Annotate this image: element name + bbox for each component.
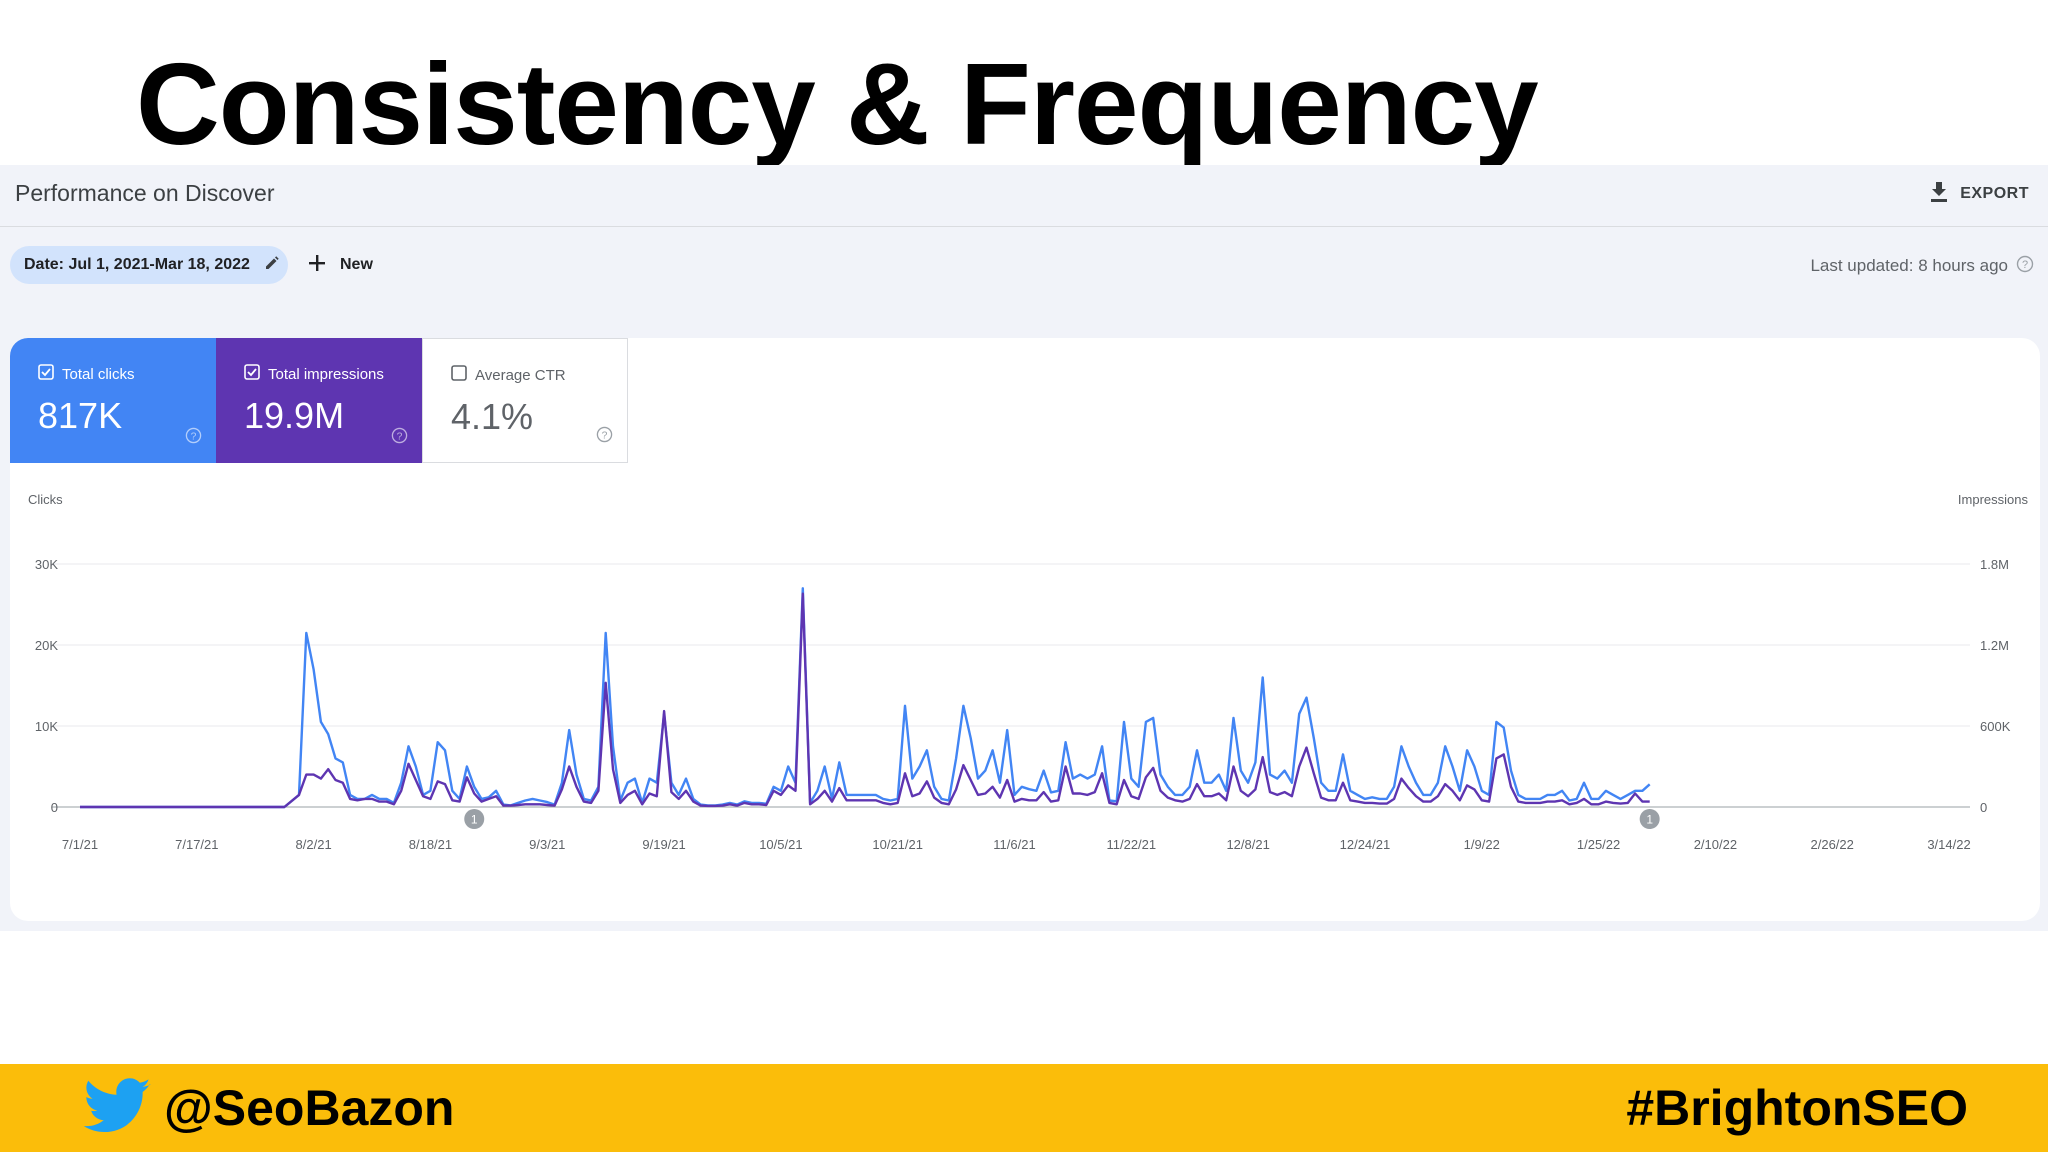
last-updated-text: Last updated: 8 hours ago: [1810, 256, 2008, 275]
x-tick-label: 12/8/21: [1226, 837, 1269, 852]
annotation-label: 1: [471, 813, 478, 827]
metric-label: Average CTR: [475, 367, 566, 384]
x-tick-label: 9/19/21: [642, 837, 685, 852]
annotation-marker: [1639, 809, 1660, 829]
x-tick-label: 11/6/21: [993, 837, 1035, 852]
clicks-series-line: [80, 587, 1651, 809]
x-tick-label: 1/25/22: [1577, 837, 1620, 852]
metric-value: 4.1%: [451, 396, 534, 437]
x-tick-label: 10/21/21: [872, 837, 923, 852]
event-hashtag: #BrightonSEO: [1626, 1080, 1968, 1136]
y-axis-title-left: Clicks: [28, 492, 63, 507]
twitter-bird-icon: [83, 1077, 152, 1139]
metric-value: 817K: [38, 395, 123, 436]
metric-total-clicks[interactable]: Total clicks 817K ?: [10, 338, 216, 463]
y-tick-left: 20K: [35, 638, 58, 653]
plus-icon: [308, 254, 326, 277]
export-button[interactable]: EXPORT: [1930, 177, 2029, 211]
y-tick-left: 0: [51, 800, 58, 815]
x-tick-label: 10/5/21: [759, 837, 802, 852]
x-tick-label: 11/22/21: [1106, 837, 1156, 852]
y-tick-right: 1.8M: [1980, 557, 2009, 572]
impressions-series-line: [80, 592, 1650, 809]
help-icon[interactable]: ?: [596, 426, 613, 448]
x-tick-label: 7/1/21: [62, 837, 98, 852]
x-tick-label: 7/17/21: [175, 837, 218, 852]
svg-text:?: ?: [2022, 259, 2028, 271]
x-tick-label: 1/9/22: [1464, 837, 1500, 852]
x-tick-label: 12/24/21: [1340, 837, 1391, 852]
report-header: Performance on Discover EXPORT: [0, 165, 2048, 227]
annotation-marker: [464, 809, 485, 829]
x-tick-label: 8/2/21: [296, 837, 332, 852]
performance-chart: Clicks Impressions 0 0 10K 600K 20K 1.2M 30K 1.8M…: [10, 338, 2040, 921]
x-tick-label: 3/14/22: [1927, 837, 1970, 852]
y-tick-left: 10K: [35, 719, 58, 734]
x-tick-label: 2/26/22: [1811, 837, 1854, 852]
slide-title: Consistency & Frequency: [136, 39, 1539, 169]
page-title: Performance on Discover: [15, 180, 275, 206]
svg-text:?: ?: [397, 431, 403, 442]
metric-average-ctr[interactable]: Average CTR 4.1% ?: [422, 338, 628, 463]
twitter-handle: @SeoBazon: [83, 1072, 455, 1144]
chart-svg: Clicks Impressions 0 0 10K 600K 20K 1.2M 30K 1.8M…: [28, 492, 2029, 852]
twitter-handle-text: @SeoBazon: [164, 1080, 455, 1136]
y-tick-right: 600K: [1980, 719, 2011, 734]
svg-text:?: ?: [602, 430, 608, 441]
help-icon[interactable]: ?: [391, 427, 408, 449]
new-filter-button[interactable]: New: [308, 246, 373, 284]
svg-text:?: ?: [191, 431, 197, 442]
slide-footer: @SeoBazon #BrightonSEO: [0, 1064, 2048, 1152]
y-axis-title-right: Impressions: [1958, 492, 2029, 507]
search-console-screenshot: Performance on Discover EXPORT Date: Jul…: [0, 165, 2048, 931]
annotation-label: 1: [1646, 813, 1653, 827]
help-icon[interactable]: ?: [185, 427, 202, 449]
metric-value: 19.9M: [244, 395, 345, 436]
y-tick-right: 1.2M: [1980, 638, 2009, 653]
download-icon: [1930, 181, 1948, 207]
date-filter-chip[interactable]: Date: Jul 1, 2021-Mar 18, 2022: [10, 246, 288, 284]
x-tick-label: 9/3/21: [529, 837, 565, 852]
date-filter-label: Date: Jul 1, 2021-Mar 18, 2022: [24, 256, 250, 273]
x-tick-label: 2/10/22: [1694, 837, 1737, 852]
metric-label: Total clicks: [62, 366, 135, 383]
help-icon[interactable]: ?: [2016, 255, 2034, 278]
x-tick-label: 8/18/21: [409, 837, 452, 852]
metric-total-impressions[interactable]: Total impressions 19.9M ?: [216, 338, 422, 463]
new-filter-label: New: [340, 256, 373, 273]
checkbox-unchecked-icon: [451, 365, 467, 387]
checkbox-checked-icon: [38, 364, 54, 386]
y-tick-right: 0: [1980, 800, 1987, 815]
y-tick-left: 30K: [35, 557, 58, 572]
last-updated: Last updated: 8 hours ago ?: [1810, 251, 2034, 281]
checkbox-checked-icon: [244, 364, 260, 386]
performance-card: Clicks Impressions 0 0 10K 600K 20K 1.2M 30K 1.8M…: [10, 338, 2040, 921]
pencil-icon: [264, 255, 280, 276]
metric-label: Total impressions: [268, 366, 384, 383]
export-label: EXPORT: [1960, 185, 2029, 202]
